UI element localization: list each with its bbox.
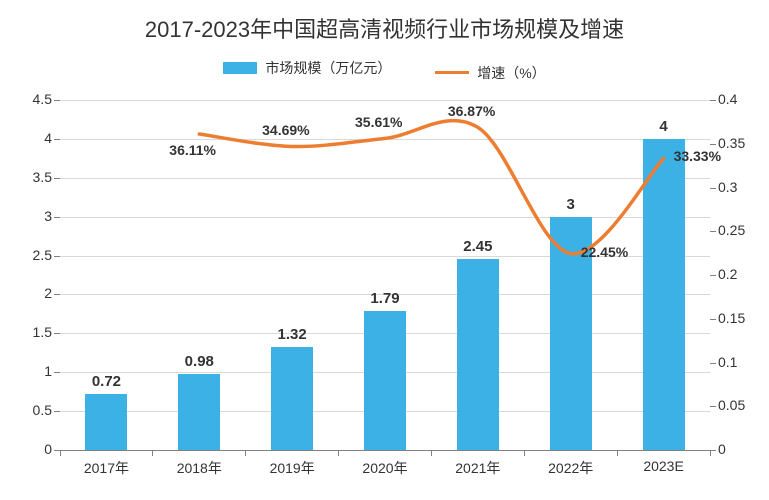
legend-label-bar: 市场规模（万亿元） (265, 58, 391, 78)
x-axis (60, 450, 710, 451)
y-right-tick (710, 231, 716, 232)
line-value-label: 22.45% (581, 244, 628, 260)
line-value-label: 36.11% (169, 142, 216, 158)
legend-item-bar: 市场规模（万亿元） (223, 58, 391, 78)
x-tick (245, 450, 246, 456)
x-tick-label: 2023E (624, 458, 704, 474)
y-left-label: 2 (44, 285, 52, 301)
y-right-label: 0.4 (718, 91, 737, 107)
y-left-label: 1 (44, 363, 52, 379)
y-right-tick (710, 450, 716, 451)
y-right-tick (710, 188, 716, 189)
y-right-label: 0.1 (718, 354, 737, 370)
x-tick (338, 450, 339, 456)
x-tick-label: 2022年 (531, 458, 611, 478)
y-right-tick (710, 144, 716, 145)
x-tick (431, 450, 432, 456)
x-tick-label: 2017年 (66, 458, 146, 478)
line-value-label: 35.61% (355, 114, 402, 130)
line-value-label: 34.69% (262, 122, 309, 138)
chart-title: 2017-2023年中国超高清视频行业市场规模及增速 (0, 12, 769, 44)
y-right-label: 0.15 (718, 310, 745, 326)
y-left-tick (54, 450, 60, 451)
y-right-tick (710, 363, 716, 364)
line-value-label: 36.87% (448, 103, 495, 119)
x-tick-label: 2019年 (252, 458, 332, 478)
x-tick-label: 2018年 (159, 458, 239, 478)
y-left-label: 3.5 (33, 169, 52, 185)
y-right-label: 0.05 (718, 397, 745, 413)
line-value-label: 33.33% (674, 148, 721, 164)
y-right-tick (710, 319, 716, 320)
legend-item-line: 增速（%） (435, 63, 545, 83)
y-right-tick (710, 100, 716, 101)
y-right-label: 0.35 (718, 135, 745, 151)
y-left-label: 0 (44, 441, 52, 457)
y-right-tick (710, 275, 716, 276)
y-left-label: 2.5 (33, 247, 52, 263)
plot-area: 0.720.981.321.792.45342017年2018年2019年202… (60, 100, 710, 450)
y-left-label: 1.5 (33, 324, 52, 340)
y-right-label: 0.2 (718, 266, 737, 282)
line-series (60, 100, 710, 450)
y-right-label: 0 (718, 441, 726, 457)
x-tick (152, 450, 153, 456)
y-left-label: 0.5 (33, 402, 52, 418)
legend: 市场规模（万亿元） 增速（%） (0, 58, 769, 83)
chart-container: 2017-2023年中国超高清视频行业市场规模及增速 市场规模（万亿元） 增速（… (0, 0, 769, 500)
x-tick-label: 2020年 (345, 458, 425, 478)
y-left-label: 3 (44, 208, 52, 224)
legend-swatch-line (435, 71, 469, 74)
y-left-label: 4.5 (33, 91, 52, 107)
x-tick (617, 450, 618, 456)
y-right-tick (710, 406, 716, 407)
y-right-label: 0.25 (718, 222, 745, 238)
legend-swatch-bar (223, 62, 257, 74)
y-right-label: 0.3 (718, 179, 737, 195)
legend-label-line: 增速（%） (477, 63, 545, 83)
x-tick-label: 2021年 (438, 458, 518, 478)
x-tick (524, 450, 525, 456)
y-left-label: 4 (44, 130, 52, 146)
